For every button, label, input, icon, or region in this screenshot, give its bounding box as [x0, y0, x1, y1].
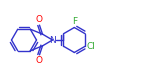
Text: F: F: [72, 17, 77, 26]
Text: Cl: Cl: [87, 42, 95, 51]
Text: N: N: [49, 36, 56, 44]
Text: O: O: [36, 56, 43, 65]
Text: O: O: [36, 15, 43, 24]
